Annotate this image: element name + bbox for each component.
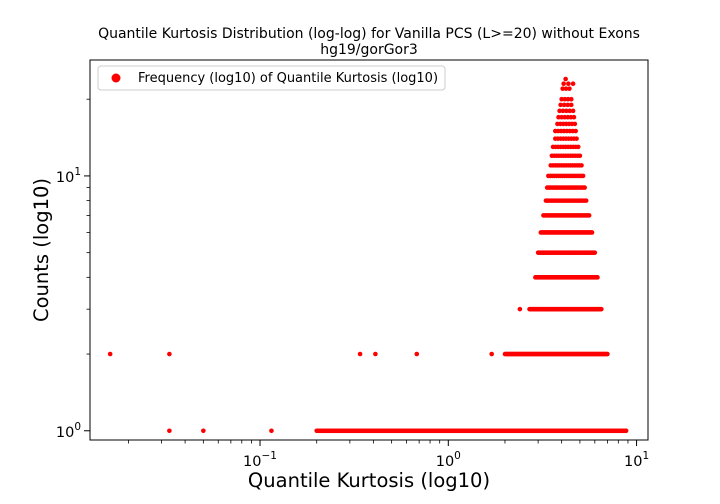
data-point [565,96,571,102]
data-point [586,213,592,218]
data-point [570,108,576,114]
data-point [564,108,569,114]
plot-area-frame [89,59,649,441]
data-point [568,96,574,102]
data-point [563,76,568,82]
data-point [269,428,274,434]
data-point [570,81,576,87]
data-point [589,230,595,235]
legend-marker [111,73,121,83]
legend-box [97,65,446,91]
data-point [517,306,523,312]
data-point [560,108,566,114]
legend: Frequency (log10) of Quantile Kurtosis (… [97,65,446,91]
data-point [559,96,564,102]
legend-label: Frequency (log10) of Quantile Kurtosis (… [138,71,438,86]
data-point [357,351,363,357]
data-point [107,351,113,357]
data-point [575,144,581,150]
data-point [605,351,610,357]
data-point [563,86,569,91]
data-point [201,428,206,434]
chart-title: Quantile Kurtosis Distribution (log-log)… [98,26,640,42]
chart-subtitle: hg19/gorGor3 [320,42,418,58]
data-point [599,306,604,312]
data-point [583,198,589,203]
data-point [574,136,579,141]
data-point [577,153,583,159]
data-point [558,102,563,108]
data-point [562,96,568,102]
data-point [579,163,584,168]
data-point [623,428,629,434]
data-point [567,108,572,114]
data-point [572,121,578,127]
scatter-points [107,76,629,434]
data-point [582,185,587,190]
data-point [560,86,565,91]
data-point [567,86,572,91]
x-axis-label: Quantile Kurtosis (log10) [248,469,490,492]
data-point [571,114,577,120]
data-point [414,351,420,357]
data-point [561,81,566,87]
data-point [373,351,378,357]
data-point [167,351,172,357]
data-point [566,81,571,87]
y-axis-label: Counts (log10) [30,178,53,322]
data-point [167,428,172,434]
data-point [573,128,578,134]
data-point [595,275,600,280]
data-point [568,102,574,108]
data-point [561,102,567,108]
data-point [489,351,494,357]
data-point [580,173,586,179]
data-point [592,250,598,255]
data-point [565,102,571,108]
data-point [557,108,562,114]
